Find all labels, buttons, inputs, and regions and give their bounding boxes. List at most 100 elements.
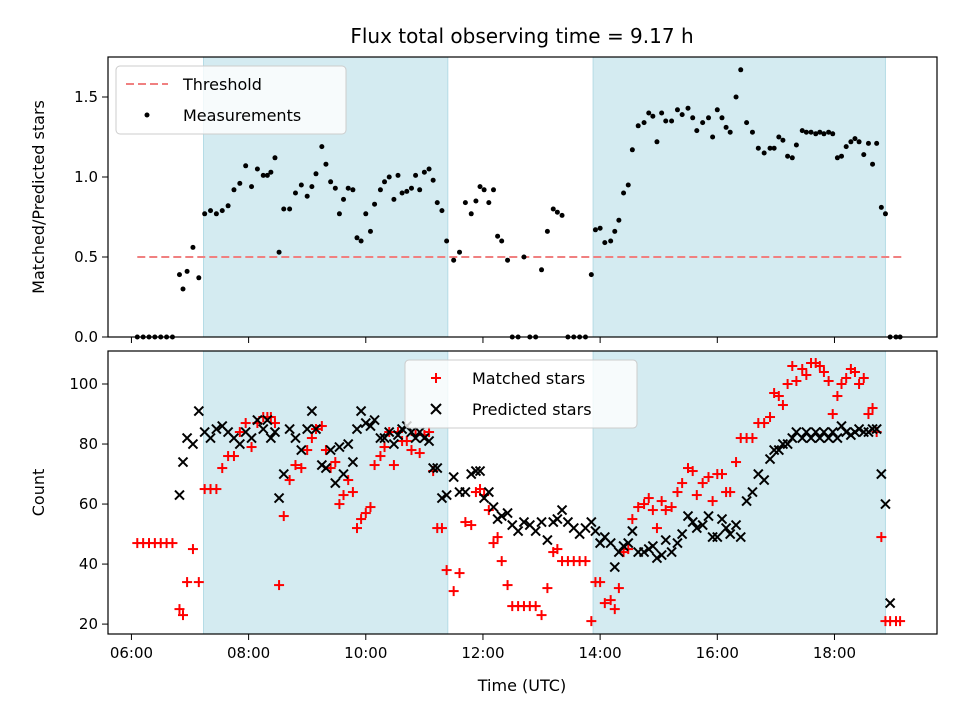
- legend-label-1-1: Predicted stars: [472, 400, 592, 419]
- data-point-1-1-15-b: [258, 423, 269, 435]
- data-point-1-1-90: [623, 537, 634, 549]
- data-point-1-1-23: [296, 444, 307, 456]
- data-point-1-0-56: [414, 448, 425, 459]
- data-point-1-1-118-b: [764, 453, 776, 465]
- data-point-0-0-83: [554, 209, 560, 215]
- data-point-1-0-17: [228, 451, 239, 462]
- data-point-1-0-9: [182, 577, 193, 588]
- data-point-0-0-50: [391, 196, 397, 202]
- data-point-0-0-29: [292, 190, 298, 196]
- data-point-0-0-33: [313, 171, 319, 177]
- data-point-1-1-0: [174, 489, 185, 501]
- data-point-1-1-43: [388, 438, 400, 450]
- data-point-1-0-74: [502, 580, 513, 591]
- data-point-1-1-24-b: [301, 423, 313, 435]
- data-point-1-1-111-b: [724, 528, 736, 540]
- data-point-1-1-141-b: [867, 423, 878, 435]
- data-point-1-0-107: [672, 487, 683, 498]
- data-point-1-1-43-b: [388, 438, 400, 450]
- data-point-1-1-6-b: [205, 432, 216, 444]
- data-point-0-0-46: [372, 201, 378, 207]
- data-point-1-1-2-b: [181, 432, 193, 444]
- data-point-1-0-45: [365, 502, 376, 513]
- data-point-1-1-116-b: [753, 468, 764, 480]
- data-point-1-1-133-b: [832, 432, 843, 444]
- data-point-0-0-106: [669, 118, 675, 124]
- data-point-0-0-15: [219, 208, 225, 214]
- data-point-0-0-47: [377, 187, 383, 193]
- data-point-0-0-80: [539, 267, 545, 273]
- data-point-1-1-8-b: [217, 420, 228, 432]
- y-tick-label-1-2: 60: [79, 495, 98, 513]
- data-point-1-0-150: [876, 532, 887, 543]
- data-point-1-1-98: [660, 534, 671, 546]
- data-point-0-0-25: [272, 155, 278, 161]
- data-point-1-1-50: [419, 432, 430, 444]
- data-point-1-1-55: [441, 489, 452, 501]
- data-point-1-1-56: [448, 471, 459, 483]
- data-point-0-0-52: [399, 190, 405, 196]
- data-point-1-1-7-b: [211, 423, 222, 435]
- y-axis-label-0: Matched/Predicted stars: [29, 100, 48, 294]
- data-point-0-0-36: [328, 179, 334, 185]
- data-point-1-1-106-b: [703, 510, 714, 522]
- data-point-1-1-17: [265, 432, 277, 444]
- data-point-0-0-71: [490, 187, 496, 193]
- data-point-1-0-98: [627, 514, 638, 525]
- data-point-0-0-148: [870, 161, 876, 167]
- data-point-0-0-58: [426, 166, 432, 172]
- data-point-1-0-99: [633, 502, 644, 513]
- data-point-1-0-26: [274, 580, 285, 591]
- data-point-1-0-93: [605, 595, 616, 606]
- x-axis-label: Time (UTC): [477, 676, 566, 695]
- data-point-1-1-83-b: [590, 525, 601, 537]
- data-point-1-1-11-b: [234, 438, 246, 450]
- data-point-1-0-118: [725, 487, 736, 498]
- data-point-1-0-11: [193, 577, 204, 588]
- x-tick-label-4: 14:00: [579, 644, 622, 662]
- data-point-1-0-146: [858, 373, 869, 384]
- data-point-0-0-123: [755, 145, 761, 151]
- data-point-0-0-131: [793, 142, 799, 148]
- data-point-0-0-27: [281, 206, 287, 212]
- data-point-0-0-118: [727, 129, 733, 135]
- data-point-0-0-26: [276, 249, 282, 255]
- data-point-1-1-100: [672, 537, 683, 549]
- series-plus-1-0: [132, 358, 906, 627]
- data-point-1-1-144: [880, 498, 891, 510]
- data-point-1-1-64: [488, 501, 499, 513]
- data-point-1-1-117-b: [758, 474, 770, 486]
- data-point-0-0-151: [882, 211, 888, 217]
- data-point-1-1-50-b: [419, 432, 430, 444]
- data-point-1-1-30: [330, 477, 341, 489]
- data-point-1-0-19: [240, 418, 251, 429]
- data-point-0-0-63: [451, 257, 457, 263]
- data-point-0-0-124: [761, 150, 767, 156]
- chart-title: Flux total observing time = 9.17 h: [350, 24, 693, 48]
- data-point-1-1-18-b: [269, 426, 281, 438]
- data-point-1-0-61: [436, 523, 447, 534]
- data-point-1-1-93-b: [638, 546, 650, 558]
- data-point-1-1-69: [512, 525, 524, 537]
- data-point-1-0-27: [278, 511, 289, 522]
- data-point-1-1-32-b: [338, 468, 349, 480]
- data-point-1-0-127: [773, 391, 784, 402]
- data-point-1-1-104: [691, 522, 703, 534]
- data-point-0-0-31: [304, 193, 310, 199]
- data-point-1-0-139: [827, 409, 838, 420]
- data-point-0-0-38: [336, 211, 342, 217]
- data-point-1-1-63: [483, 486, 495, 498]
- data-point-0-0-125: [767, 145, 773, 151]
- data-point-0-0-119: [733, 94, 739, 100]
- data-point-0-0-143: [848, 139, 854, 145]
- data-point-1-0-105: [660, 505, 671, 516]
- data-point-0-0-117: [723, 124, 729, 130]
- data-point-1-1-78-b: [562, 516, 574, 528]
- series-x-1-1: [174, 405, 896, 609]
- data-point-0-0-101: [646, 110, 652, 116]
- data-point-0-0-139: [830, 131, 836, 137]
- data-point-1-1-70: [518, 516, 530, 528]
- data-point-1-0-95: [613, 583, 624, 594]
- data-point-1-1-99-b: [666, 546, 677, 558]
